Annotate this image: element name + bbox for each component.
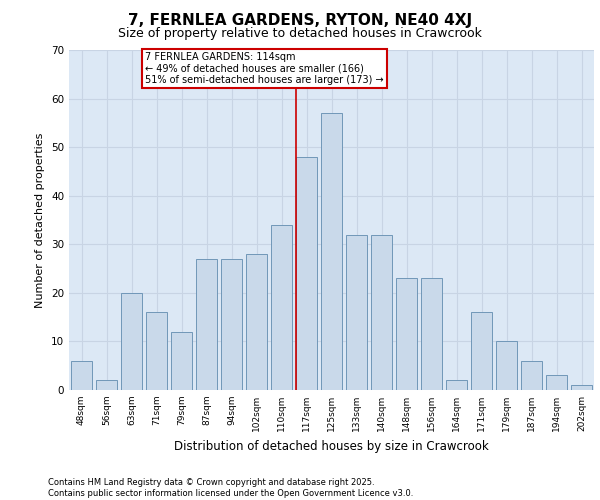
Bar <box>121 293 142 390</box>
Y-axis label: Number of detached properties: Number of detached properties <box>35 132 46 308</box>
Bar <box>546 376 567 390</box>
Bar <box>446 380 467 390</box>
Text: 7 FERNLEA GARDENS: 114sqm
← 49% of detached houses are smaller (166)
51% of semi: 7 FERNLEA GARDENS: 114sqm ← 49% of detac… <box>145 52 384 85</box>
X-axis label: Distribution of detached houses by size in Crawcrook: Distribution of detached houses by size … <box>174 440 489 452</box>
Bar <box>471 312 492 390</box>
Bar <box>71 361 92 390</box>
Bar <box>521 361 542 390</box>
Bar <box>271 225 292 390</box>
Bar <box>296 157 317 390</box>
Bar <box>196 259 217 390</box>
Bar <box>371 234 392 390</box>
Bar <box>96 380 117 390</box>
Bar <box>146 312 167 390</box>
Text: Size of property relative to detached houses in Crawcrook: Size of property relative to detached ho… <box>118 28 482 40</box>
Bar <box>321 113 342 390</box>
Bar <box>396 278 417 390</box>
Bar <box>346 234 367 390</box>
Bar <box>171 332 192 390</box>
Bar <box>246 254 267 390</box>
Bar <box>496 342 517 390</box>
Bar <box>571 385 592 390</box>
Bar <box>221 259 242 390</box>
Text: Contains HM Land Registry data © Crown copyright and database right 2025.
Contai: Contains HM Land Registry data © Crown c… <box>48 478 413 498</box>
Text: 7, FERNLEA GARDENS, RYTON, NE40 4XJ: 7, FERNLEA GARDENS, RYTON, NE40 4XJ <box>128 12 472 28</box>
Bar <box>421 278 442 390</box>
